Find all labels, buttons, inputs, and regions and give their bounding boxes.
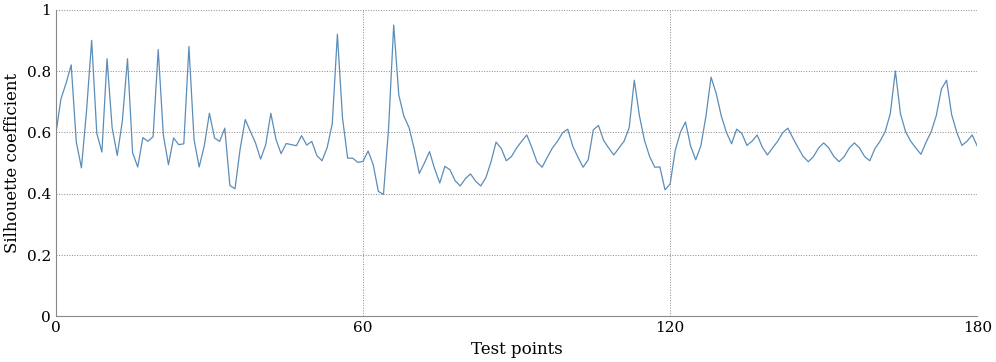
X-axis label: Test points: Test points bbox=[471, 341, 563, 358]
Y-axis label: Silhouette coefficient: Silhouette coefficient bbox=[4, 73, 21, 253]
